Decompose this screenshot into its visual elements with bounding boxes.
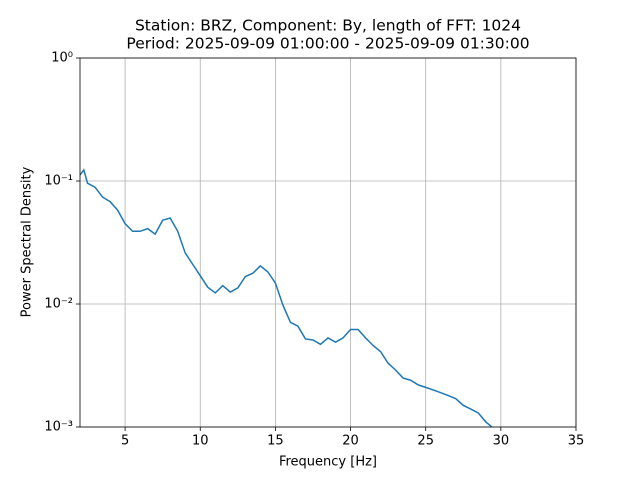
x-axis-label: Frequency [Hz] <box>279 455 377 470</box>
x-tick-label: 25 <box>417 434 434 449</box>
x-tick-label: 10 <box>192 434 209 449</box>
chart-title: Station: BRZ, Component: By, length of F… <box>135 17 521 35</box>
x-tick-label: 30 <box>493 434 510 449</box>
y-tick-label: 10⁰ <box>51 51 73 66</box>
y-tick-label: 10⁻¹ <box>44 174 73 189</box>
plot-frame <box>79 57 577 428</box>
y-tick-label: 10⁻³ <box>44 420 73 435</box>
x-tick-label: 35 <box>568 434 585 449</box>
x-tick-label: 20 <box>342 434 359 449</box>
y-tick-label: 10⁻² <box>44 297 73 312</box>
y-axis-label: Power Spectral Density <box>20 166 35 317</box>
x-tick-label: 5 <box>121 434 129 449</box>
chart-subtitle: Period: 2025-09-09 01:00:00 - 2025-09-09… <box>126 35 529 53</box>
x-tick-label: 15 <box>267 434 284 449</box>
data-line <box>80 168 493 427</box>
